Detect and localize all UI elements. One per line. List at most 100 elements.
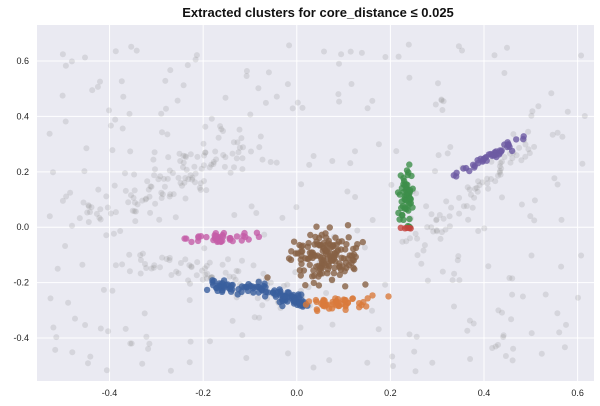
cluster-point (324, 270, 331, 277)
noise-point (231, 164, 237, 171)
cluster-point (290, 238, 298, 245)
noise-point (344, 188, 351, 195)
noise-point (230, 273, 237, 280)
noise-point (420, 247, 427, 254)
noise-point (435, 152, 442, 159)
noise-point (335, 91, 342, 98)
noise-point (187, 151, 194, 158)
noise-point (233, 267, 240, 274)
noise-point (122, 187, 129, 194)
noise-point (501, 70, 508, 76)
noise-point (206, 259, 213, 266)
noise-point (310, 364, 317, 371)
noise-point (256, 144, 263, 151)
noise-point (510, 345, 517, 352)
noise-point (393, 148, 400, 155)
cluster-point (404, 171, 411, 179)
cluster-point (326, 224, 333, 231)
noise-point (501, 154, 508, 160)
noise-point (217, 123, 224, 130)
noise-point (428, 211, 435, 218)
noise-point (141, 310, 148, 317)
noise-point (440, 98, 447, 105)
noise-point (222, 94, 229, 101)
noise-point (369, 97, 376, 104)
noise-point (243, 355, 250, 361)
noise-point (382, 281, 389, 288)
noise-point (189, 174, 196, 181)
cluster-point (342, 306, 349, 313)
noise-point (455, 253, 462, 260)
noise-point (117, 228, 124, 234)
noise-point (411, 348, 418, 355)
noise-point (432, 101, 439, 108)
noise-point (203, 187, 210, 194)
cluster-point (310, 279, 317, 287)
noise-point (413, 190, 420, 197)
noise-point (298, 181, 305, 188)
cluster-point (297, 256, 304, 263)
y-axis-ticks: -0.4 -0.2 0.0 0.2 0.4 0.6 (13, 56, 29, 343)
noise-point (329, 321, 336, 328)
noise-point (528, 330, 535, 337)
noise-point (470, 320, 477, 327)
cluster-point (450, 172, 457, 179)
noise-point (186, 297, 193, 304)
noise-point (145, 186, 152, 193)
noise-point (213, 156, 220, 163)
noise-point (528, 252, 535, 259)
cluster-point (250, 285, 257, 292)
noise-point (531, 217, 538, 224)
cluster-point (340, 296, 347, 303)
noise-point (510, 131, 517, 138)
cluster-point (394, 189, 402, 196)
noise-point (439, 107, 446, 113)
cluster-point (364, 295, 371, 302)
noise-point (239, 166, 246, 173)
noise-point (492, 343, 499, 350)
noise-point (230, 139, 237, 146)
noise-point (131, 208, 138, 215)
noise-point (69, 222, 75, 229)
noise-point (52, 346, 59, 353)
noise-point (535, 103, 542, 110)
noise-point (267, 159, 274, 165)
cluster-point (343, 264, 350, 271)
noise-point (150, 156, 157, 163)
cluster-point (348, 252, 355, 259)
noise-point (471, 194, 478, 201)
noise-point (251, 314, 258, 321)
noise-point (529, 108, 536, 115)
cluster-point (287, 256, 295, 263)
cluster-point (338, 238, 345, 245)
x-axis-ticks: -0.4 -0.2 0.0 0.2 0.4 0.6 (102, 388, 584, 398)
noise-point (259, 156, 266, 163)
cluster-point (362, 281, 369, 288)
noise-point (182, 256, 189, 263)
noise-point (151, 172, 158, 179)
noise-point (306, 161, 313, 168)
noise-point (375, 141, 382, 148)
cluster-point (520, 133, 527, 140)
noise-point (437, 235, 444, 242)
noise-point (188, 264, 195, 271)
cluster-point (306, 249, 314, 256)
noise-point (469, 204, 476, 211)
noise-point (177, 260, 184, 266)
noise-point (497, 160, 504, 166)
noise-point (336, 60, 342, 67)
noise-point (438, 96, 445, 103)
noise-point (538, 350, 545, 357)
noise-point (558, 216, 565, 223)
cluster-point (323, 246, 330, 253)
noise-point (447, 144, 454, 150)
noise-point (497, 168, 504, 174)
noise-point (455, 43, 462, 50)
noise-point (581, 113, 588, 119)
noise-point (347, 160, 354, 167)
noise-point (375, 326, 382, 333)
cluster-point (363, 303, 370, 310)
noise-point (475, 228, 482, 234)
noise-point (575, 294, 581, 301)
